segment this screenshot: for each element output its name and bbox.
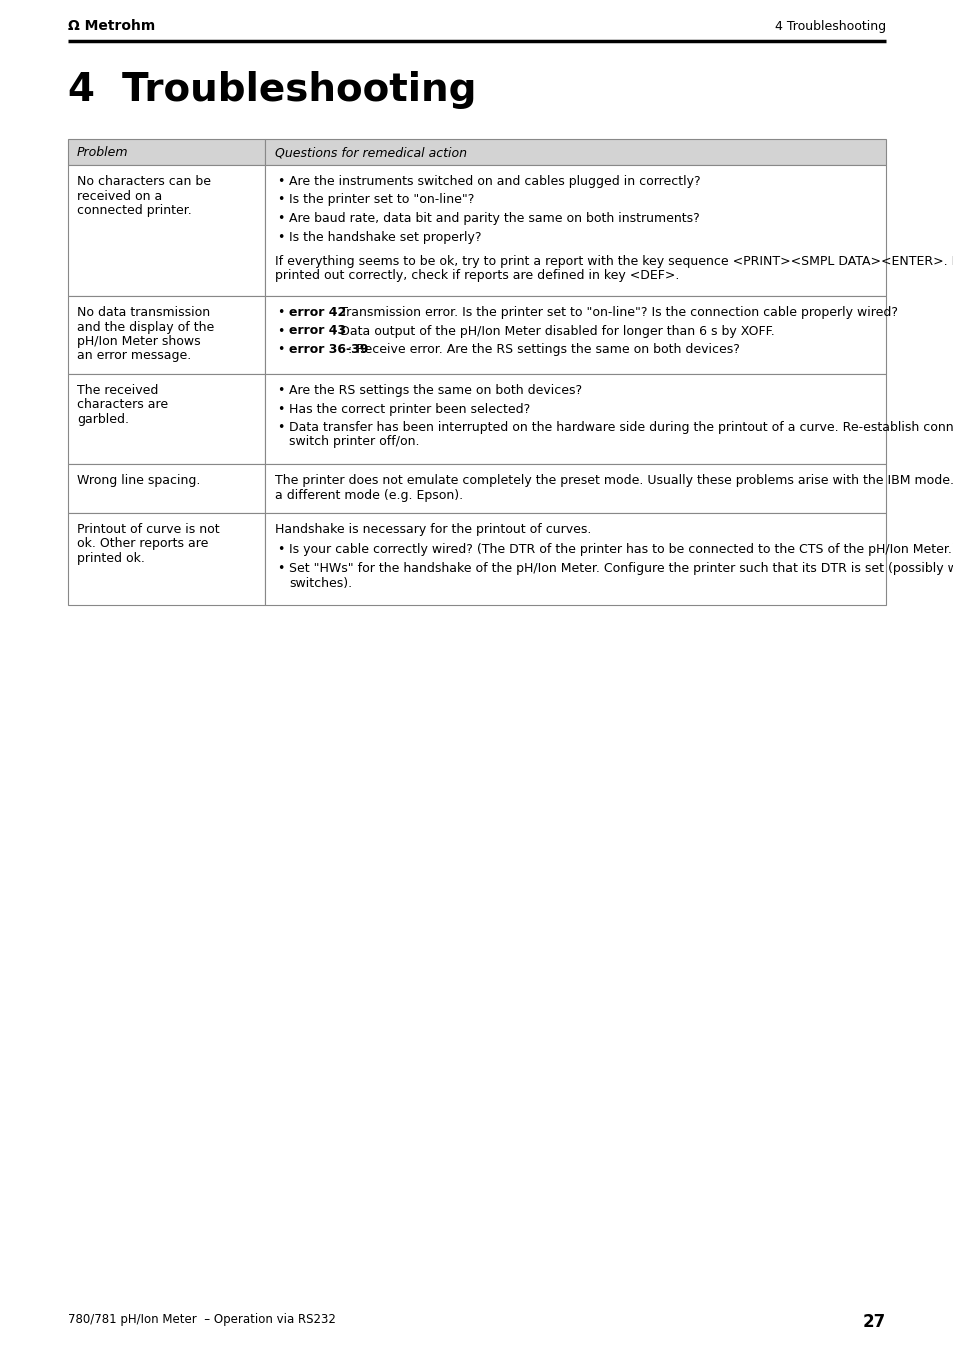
Text: •: • [276, 403, 284, 416]
Bar [68, 374, 265, 463]
Bar [68, 463, 265, 513]
Text: 27: 27 [862, 1313, 885, 1331]
Text: ok. Other reports are: ok. Other reports are [77, 538, 208, 550]
Text: error 43: error 43 [289, 324, 346, 338]
Bar [265, 296, 885, 374]
Text: •: • [276, 543, 284, 557]
Text: : Transmission error. Is the printer set to "on-line"? Is the connection cable p: : Transmission error. Is the printer set… [332, 305, 898, 319]
Text: Is the handshake set properly?: Is the handshake set properly? [289, 231, 481, 243]
Text: Wrong line spacing.: Wrong line spacing. [77, 474, 200, 486]
Text: The printer does not emulate completely the preset mode. Usually these problems : The printer does not emulate completely … [274, 474, 953, 486]
Bar [265, 374, 885, 463]
Text: •: • [276, 231, 284, 243]
Text: switches).: switches). [289, 577, 352, 589]
Text: : Receive error. Are the RS settings the same on both devices?: : Receive error. Are the RS settings the… [348, 343, 740, 357]
Text: an error message.: an error message. [77, 350, 191, 362]
Text: : Data output of the pH/Ion Meter disabled for longer than 6 s by XOFF.: : Data output of the pH/Ion Meter disabl… [332, 324, 774, 338]
Text: printed ok.: printed ok. [77, 553, 145, 565]
Text: Ω Metrohm: Ω Metrohm [68, 19, 155, 32]
Text: •: • [276, 343, 284, 357]
Bar [265, 165, 885, 296]
Text: connected printer.: connected printer. [77, 204, 192, 218]
Text: •: • [276, 324, 284, 338]
Text: Handshake is necessary for the printout of curves.: Handshake is necessary for the printout … [274, 523, 591, 536]
Text: Has the correct printer been selected?: Has the correct printer been selected? [289, 403, 530, 416]
Text: received on a: received on a [77, 189, 162, 203]
Text: 4  Troubleshooting: 4 Troubleshooting [68, 72, 476, 109]
Text: Problem: Problem [77, 146, 129, 159]
Text: The received: The received [77, 384, 158, 397]
Text: •: • [276, 305, 284, 319]
Text: and the display of the: and the display of the [77, 320, 214, 334]
Bar [68, 165, 265, 296]
Text: a different mode (e.g. Epson).: a different mode (e.g. Epson). [274, 489, 462, 501]
Text: 780/781 pH/Ion Meter  – Operation via RS232: 780/781 pH/Ion Meter – Operation via RS2… [68, 1313, 335, 1325]
Bar [265, 513, 885, 605]
Text: Data transfer has been interrupted on the hardware side during the printout of a: Data transfer has been interrupted on th… [289, 422, 953, 434]
Text: •: • [276, 384, 284, 397]
Text: pH/Ion Meter shows: pH/Ion Meter shows [77, 335, 200, 349]
Text: Is your cable correctly wired? (The DTR of the printer has to be connected to th: Is your cable correctly wired? (The DTR … [289, 543, 953, 557]
Text: •: • [276, 176, 284, 188]
Text: error 42: error 42 [289, 305, 346, 319]
Text: printed out correctly, check if reports are defined in key <DEF>.: printed out correctly, check if reports … [274, 269, 679, 282]
Text: No characters can be: No characters can be [77, 176, 211, 188]
Bar [265, 463, 885, 513]
Text: Are the instruments switched on and cables plugged in correctly?: Are the instruments switched on and cabl… [289, 176, 700, 188]
Bar [68, 139, 265, 165]
Bar [68, 513, 265, 605]
Text: Set "HWs" for the handshake of the pH/Ion Meter. Configure the printer such that: Set "HWs" for the handshake of the pH/Io… [289, 562, 953, 576]
Text: If everything seems to be ok, try to print a report with the key sequence <PRINT: If everything seems to be ok, try to pri… [274, 255, 953, 267]
Text: Printout of curve is not: Printout of curve is not [77, 523, 219, 536]
Text: Questions for remedical action: Questions for remedical action [274, 146, 467, 159]
Bar [68, 296, 265, 374]
Text: Are baud rate, data bit and parity the same on both instruments?: Are baud rate, data bit and parity the s… [289, 212, 699, 226]
Text: characters are: characters are [77, 399, 168, 412]
Text: No data transmission: No data transmission [77, 305, 210, 319]
Bar [265, 139, 885, 165]
Text: •: • [276, 193, 284, 207]
Text: switch printer off/on.: switch printer off/on. [289, 435, 419, 449]
Text: Is the printer set to "on-line"?: Is the printer set to "on-line"? [289, 193, 474, 207]
Text: •: • [276, 212, 284, 226]
Text: error 36-39: error 36-39 [289, 343, 368, 357]
Text: 4 Troubleshooting: 4 Troubleshooting [774, 20, 885, 32]
Text: •: • [276, 422, 284, 434]
Text: garbled.: garbled. [77, 413, 129, 426]
Text: Are the RS settings the same on both devices?: Are the RS settings the same on both dev… [289, 384, 581, 397]
Text: •: • [276, 562, 284, 576]
